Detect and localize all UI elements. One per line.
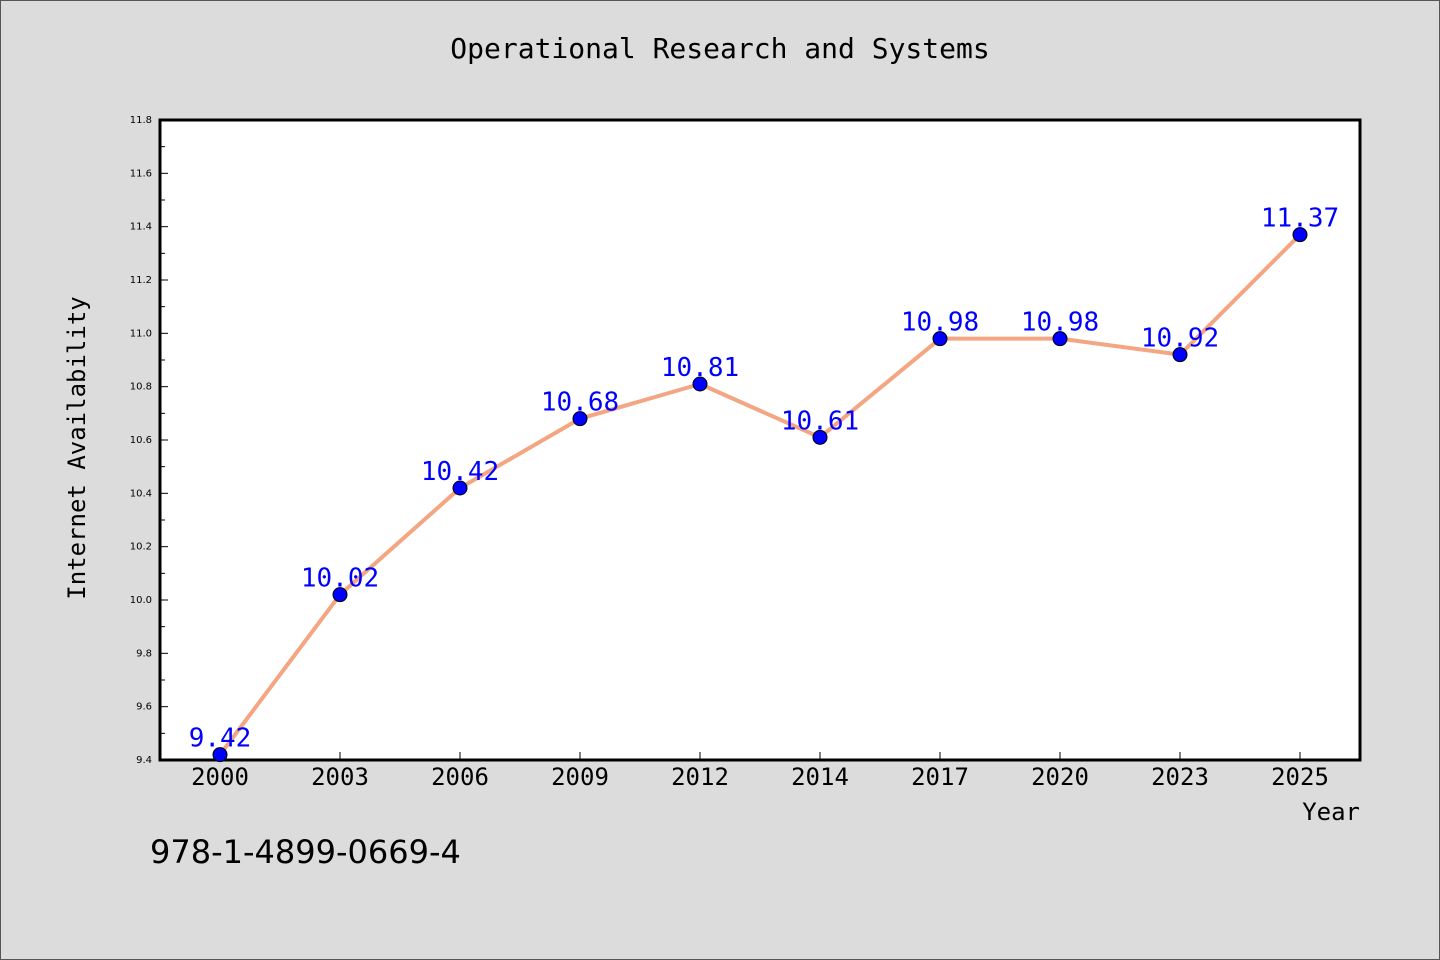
x-tick-label: 2017 xyxy=(911,763,969,791)
y-tick-label: 11.8 xyxy=(130,115,152,126)
data-label: 10.42 xyxy=(421,457,499,487)
data-label: 10.02 xyxy=(301,564,379,594)
series-line xyxy=(218,233,1302,756)
x-tick-label: 2023 xyxy=(1151,763,1209,791)
data-point xyxy=(212,747,228,763)
y-tick-label: 10.0 xyxy=(130,595,152,606)
data-point xyxy=(1172,347,1188,363)
data-label: 10.92 xyxy=(1141,324,1219,354)
y-tick-label: 10.6 xyxy=(130,435,152,446)
x-axis-label: Year xyxy=(1302,798,1360,826)
data-label: 10.98 xyxy=(1021,308,1099,338)
y-tick-label: 9.8 xyxy=(136,648,152,659)
x-tick-label: 2000 xyxy=(191,763,249,791)
y-tick-label: 10.4 xyxy=(130,488,152,499)
data-point xyxy=(1052,331,1068,347)
x-tick-label: 2006 xyxy=(431,763,489,791)
x-tick-label: 2025 xyxy=(1271,763,1329,791)
data-label: 10.98 xyxy=(901,308,979,338)
plot-area xyxy=(158,118,1362,762)
y-tick-label: 11.0 xyxy=(130,328,152,339)
y-tick-label: 10.8 xyxy=(130,382,152,393)
y-tick-label: 10.2 xyxy=(130,542,152,553)
data-label: 10.68 xyxy=(541,388,619,418)
y-axis-label: Internet Availability xyxy=(63,296,91,599)
x-axis-ticks: 2000 2003 2006 2009 2012 2014 2017 2020 2023 2025 xyxy=(191,752,1329,791)
data-point xyxy=(332,587,348,603)
y-axis-ticks: 9.4 9.6 9.8 10.0 10.2 10.4 10.6 10.8 11.0 11.2 11.… xyxy=(130,115,168,766)
y-tick-label: 9.4 xyxy=(136,755,152,766)
x-tick-label: 2020 xyxy=(1031,763,1089,791)
data-point xyxy=(812,429,828,445)
data-point xyxy=(452,480,468,496)
y-tick-label: 9.6 xyxy=(136,702,152,713)
data-label: 10.61 xyxy=(781,406,859,436)
x-tick-label: 2003 xyxy=(311,763,369,791)
data-point xyxy=(692,376,708,392)
data-point xyxy=(932,331,948,347)
x-tick-label: 2014 xyxy=(791,763,849,791)
x-tick-label: 2012 xyxy=(671,763,729,791)
data-point xyxy=(1292,227,1308,243)
data-label: 11.37 xyxy=(1261,204,1339,234)
data-label: 9.42 xyxy=(189,724,252,754)
y-tick-label: 11.2 xyxy=(130,275,152,286)
series-layer xyxy=(212,227,1308,763)
data-point xyxy=(572,411,588,427)
x-tick-label: 2009 xyxy=(551,763,609,791)
y-tick-label: 11.4 xyxy=(130,222,152,233)
y-tick-label: 11.6 xyxy=(130,168,152,179)
data-label: 10.81 xyxy=(661,353,739,383)
data-labels: 9.42 10.02 10.42 10.68 10.81 10.61 10.98 10.98 1… xyxy=(189,204,1339,754)
chart-title: Operational Research and Systems xyxy=(450,32,990,65)
isbn-label: 978-1-4899-0669-4 xyxy=(150,833,461,871)
